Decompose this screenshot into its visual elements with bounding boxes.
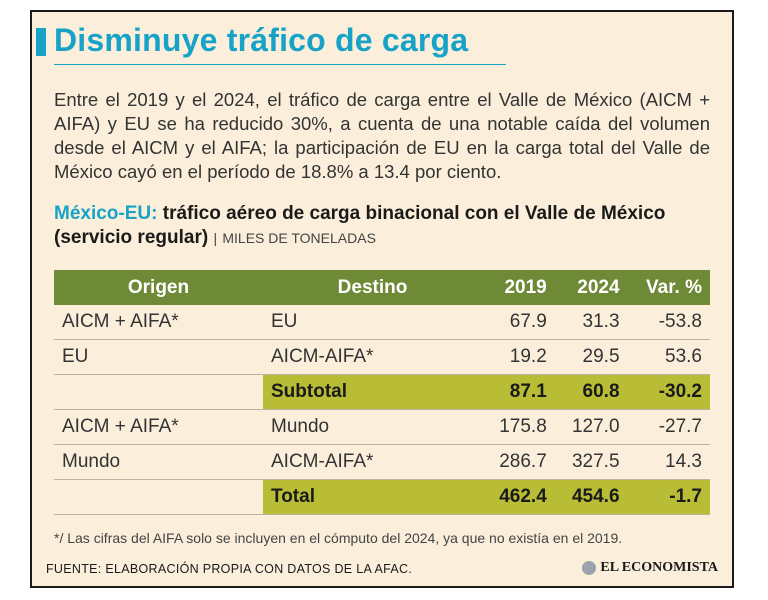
cell-2024: 29.5	[554, 339, 628, 375]
table-row: AICM + AIFA* EU 67.9 31.3 -53.8	[54, 305, 710, 340]
subtitle-main: tráfico aéreo de carga binacional con el…	[54, 203, 666, 248]
cell-origen: EU	[54, 339, 263, 375]
globe-icon	[582, 561, 597, 575]
cell-origen: AICM + AIFA*	[54, 305, 263, 340]
cell-2024: 31.3	[554, 305, 628, 340]
total-label: Total	[263, 479, 482, 515]
subtotal-label: Subtotal	[263, 374, 482, 410]
column-header-origen: Origen	[54, 270, 263, 305]
cell-2019: 286.7	[482, 444, 555, 480]
cell-destino: Mundo	[263, 409, 482, 445]
total-var: -1.7	[627, 479, 710, 515]
cell-destino: AICM-AIFA*	[263, 444, 482, 480]
cell-2024: 127.0	[554, 409, 628, 445]
cell-var: 53.6	[627, 339, 710, 375]
column-header-var: Var. %	[627, 270, 710, 305]
column-header-2019: 2019	[482, 270, 555, 305]
title-accent-bar	[36, 28, 46, 56]
cell-destino: AICM-AIFA*	[263, 339, 482, 375]
cell-2024: 327.5	[554, 444, 628, 480]
table-row: EU AICM-AIFA* 19.2 29.5 53.6	[54, 339, 710, 375]
cell-var: -27.7	[627, 409, 710, 445]
total-row: Total 462.4 454.6 -1.7	[54, 479, 710, 515]
cell-2019: 175.8	[482, 409, 555, 445]
table-row: Mundo AICM-AIFA* 286.7 327.5 14.3	[54, 444, 710, 480]
subtotal-2024: 60.8	[554, 374, 628, 410]
infographic-card: Disminuye tráfico de carga Entre el 2019…	[30, 10, 734, 588]
cell-destino: EU	[263, 305, 482, 340]
cargo-table: Origen Destino 2019 2024 Var. % AICM + A…	[54, 270, 710, 515]
subtotal-var: -30.2	[627, 374, 710, 410]
intro-paragraph: Entre el 2019 y el 2024, el tráfico de c…	[54, 89, 710, 182]
page-title: Disminuye tráfico de carga	[54, 22, 469, 58]
cell-var: -53.8	[627, 305, 710, 340]
total-2024: 454.6	[554, 479, 628, 515]
footnote: */ Las cifras del AIFA solo se incluyen …	[54, 530, 623, 546]
source-credit: FUENTE: ELABORACIÓN PROPIA CON DATOS DE …	[46, 562, 413, 576]
total-2019: 462.4	[482, 479, 555, 515]
title-underline	[54, 64, 506, 65]
subtitle-prefix: México-EU:	[54, 203, 158, 224]
subtitle-unit: MILES DE TONELADAS	[222, 230, 376, 246]
subtotal-2019: 87.1	[482, 374, 555, 410]
cell-origen-empty	[54, 374, 263, 410]
brand-name: EL ECONOMISTA	[600, 560, 718, 575]
table-subtitle: México-EU: tráfico aéreo de carga binaci…	[54, 202, 724, 250]
cell-var: 14.3	[627, 444, 710, 480]
cell-origen: Mundo	[54, 444, 263, 480]
cell-2019: 67.9	[482, 305, 555, 340]
cell-origen-empty	[54, 479, 263, 515]
cell-origen: AICM + AIFA*	[54, 409, 263, 445]
brand-logo: EL ECONOMISTA	[582, 560, 718, 576]
table-header-row: Origen Destino 2019 2024 Var. %	[54, 270, 710, 305]
subtotal-row: Subtotal 87.1 60.8 -30.2	[54, 374, 710, 410]
table-row: AICM + AIFA* Mundo 175.8 127.0 -27.7	[54, 409, 710, 445]
cell-2019: 19.2	[482, 339, 555, 375]
column-header-2024: 2024	[554, 270, 628, 305]
subtitle-separator: |	[213, 230, 218, 246]
column-header-destino: Destino	[263, 270, 482, 305]
